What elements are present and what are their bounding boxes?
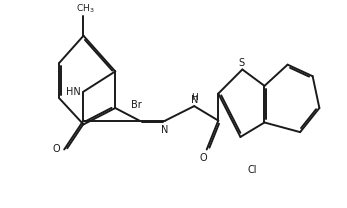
Text: N: N: [161, 125, 168, 135]
Text: O: O: [200, 153, 207, 163]
Text: HN: HN: [66, 87, 81, 97]
Text: O: O: [53, 145, 60, 155]
Text: Cl: Cl: [248, 165, 257, 175]
Text: Br: Br: [132, 100, 142, 110]
Text: N: N: [191, 95, 198, 105]
Text: H: H: [191, 93, 197, 102]
Text: CH$_3$: CH$_3$: [76, 2, 94, 15]
Text: S: S: [239, 58, 245, 68]
